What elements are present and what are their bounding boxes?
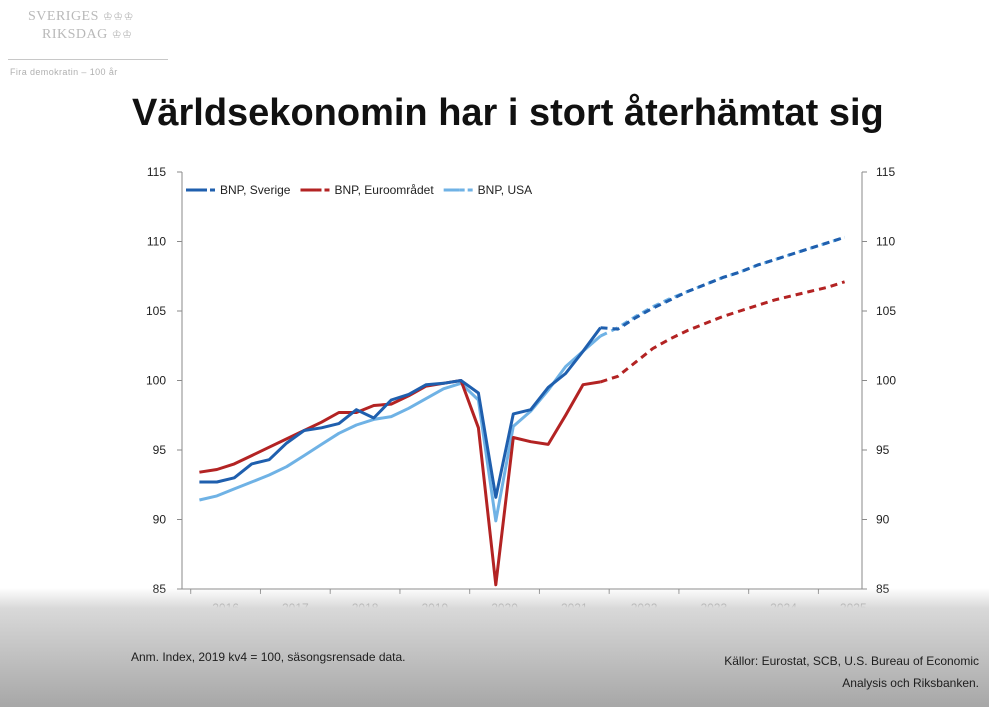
series-line-bnp-euroområdet-prognos (600, 280, 846, 384)
logo-line-1: SVERIGES (28, 9, 99, 24)
x-tick-label: 2023 (700, 601, 727, 615)
tagline: Fira demokratin – 100 år (10, 67, 118, 77)
series-line-bnp-sverige-prognos (600, 235, 846, 331)
series-line-bnp-sverige (199, 326, 602, 499)
y-tick-label-left: 100 (146, 374, 166, 388)
logo-line-2: RIKSDAG (42, 27, 108, 42)
x-tick-label: 2021 (561, 601, 588, 615)
chart-legend: BNP, Sverige BNP, Euroområdet BNP, USA (186, 183, 532, 197)
y-tick-label-left: 85 (153, 582, 167, 596)
y-tick-label-right: 105 (876, 304, 896, 318)
source-line-2: Analysis och Riksbanken. (842, 676, 979, 690)
y-tick-label-right: 115 (876, 165, 895, 179)
x-tick-label: 2025 (840, 601, 867, 615)
x-tick-label: 2019 (421, 601, 448, 615)
x-tick-label: 2020 (491, 601, 518, 615)
chart-axes: 85 85 90 90 95 95 100 100 105 105 110 110 115 115 2016… (146, 165, 896, 615)
y-tick-label-left: 115 (147, 165, 166, 179)
y-tick-label-left: 110 (147, 235, 166, 249)
x-tick-label: 2016 (212, 601, 239, 615)
x-tick-label: 2017 (282, 601, 309, 615)
crowns-icon: ♔♔♔ (102, 11, 134, 23)
x-tick-label: 2022 (631, 601, 658, 615)
y-tick-label-right: 95 (876, 443, 890, 457)
y-tick-label-left: 90 (153, 513, 167, 527)
y-tick-label-left: 105 (146, 304, 166, 318)
chart-series (199, 235, 846, 587)
chart-source: Källor: Eurostat, SCB, U.S. Bureau of Ec… (619, 650, 979, 694)
x-tick-label: 2024 (770, 601, 797, 615)
series-line-bnp-usa (199, 334, 602, 523)
riksdag-logo: SVERIGES ♔♔♔ RIKSDAG ♔♔ (28, 8, 134, 44)
y-tick-label-left: 95 (153, 443, 167, 457)
series-line-bnp-usa-prognos (599, 235, 846, 338)
y-tick-label-right: 90 (876, 513, 890, 527)
slide-title: Världsekonomin har i stort återhämtat si… (132, 92, 884, 134)
x-tick-label: 2018 (352, 601, 379, 615)
logo-divider (8, 59, 168, 60)
chart-note: Anm. Index, 2019 kv4 = 100, säsongsrensa… (131, 650, 406, 664)
source-line-1: Källor: Eurostat, SCB, U.S. Bureau of Ec… (724, 654, 979, 668)
y-tick-label-right: 85 (876, 582, 890, 596)
series-line-bnp-euroområdet (199, 379, 601, 587)
y-tick-label-right: 100 (876, 374, 896, 388)
y-tick-label-right: 110 (876, 235, 895, 249)
legend-label: BNP, Sverige (220, 183, 291, 197)
legend-label: BNP, USA (478, 183, 532, 197)
crowns-icon-small: ♔♔ (111, 29, 133, 41)
legend-label: BNP, Euroområdet (334, 183, 434, 197)
